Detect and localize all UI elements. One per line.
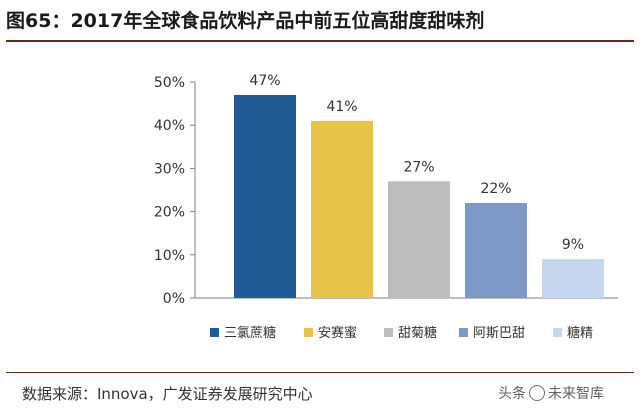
legend-swatch-4	[459, 328, 468, 337]
watermark-logo-icon	[529, 385, 545, 401]
legend-label-2: 安赛蜜	[318, 325, 357, 341]
y-tick-label: 20%	[154, 205, 185, 221]
bar-1	[234, 94, 296, 299]
bar-chart: 0% 10% 20% 30% 40% 50% 47% 41% 27% 22% 9% 三氯蔗糖 安赛蜜 甜菊…	[154, 73, 618, 341]
legend-swatch-2	[304, 328, 313, 337]
chart-title: 图65：2017年全球食品饮料产品中前五位高甜度甜味剂	[6, 10, 485, 32]
watermark-name: 未来智库	[548, 386, 604, 402]
legend-label-4: 阿斯巴甜	[473, 325, 525, 341]
legend-swatch-5	[553, 328, 562, 337]
data-label-5: 9%	[562, 237, 584, 253]
y-tick-label: 0%	[163, 291, 185, 307]
title-divider	[6, 40, 634, 42]
data-label-3: 27%	[403, 159, 434, 175]
y-tick-label: 10%	[154, 248, 185, 264]
data-label-4: 22%	[480, 181, 511, 197]
y-tick-label: 30%	[154, 161, 185, 177]
legend-swatch-3	[384, 328, 393, 337]
footer-divider	[6, 372, 634, 373]
data-label-1: 47%	[249, 73, 280, 89]
source-note: 数据来源：Innova，广发证券发展研究中心	[22, 385, 313, 403]
legend-label-3: 甜菊糖	[398, 325, 437, 341]
bar-5	[542, 259, 604, 298]
watermark: 头条 未来智库	[498, 380, 604, 408]
y-tick-label: 40%	[154, 118, 185, 134]
y-tick-label: 50%	[154, 75, 185, 91]
bar-2	[311, 120, 373, 298]
bar-4	[465, 202, 527, 298]
legend-swatch-1	[210, 328, 219, 337]
legend-label-1: 三氯蔗糖	[224, 325, 276, 341]
legend-label-5: 糖精	[567, 325, 593, 341]
watermark-prefix: 头条	[498, 386, 526, 402]
data-label-2: 41%	[326, 99, 357, 115]
bar-3	[388, 181, 450, 298]
